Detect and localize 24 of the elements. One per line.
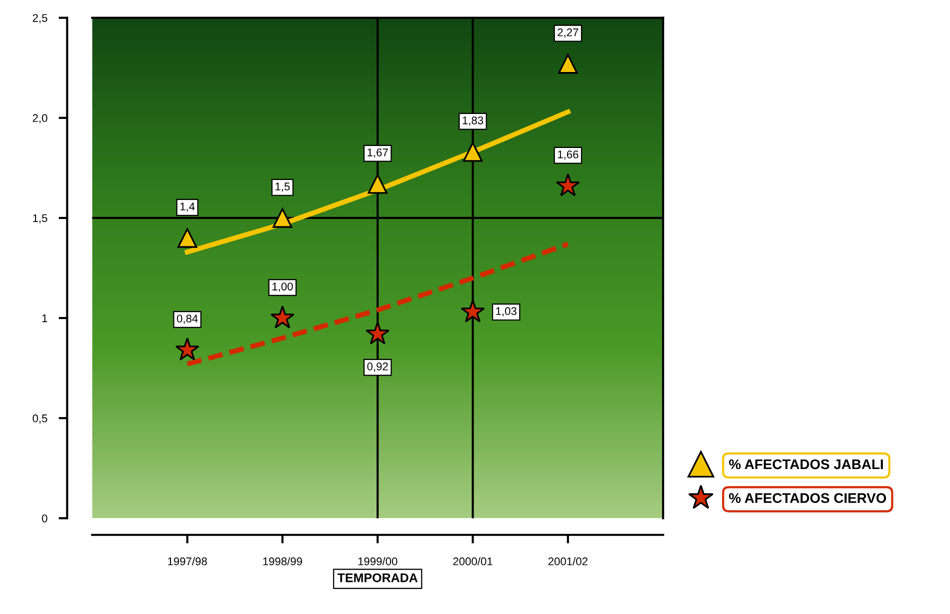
legend-label: % AFECTADOS CIERVO: [729, 493, 886, 503]
y-tick-label: 1: [42, 314, 48, 322]
y-tick-label: 2,5: [32, 14, 48, 24]
x-tick-label: 1998/99: [263, 557, 302, 566]
data-label: 1,00: [272, 282, 293, 292]
x-tick-label: 1999/00: [358, 557, 398, 566]
data-label: 1,03: [496, 307, 516, 316]
data-label: 1,66: [558, 150, 578, 160]
data-label: 1,5: [276, 182, 290, 192]
data-label: 0,92: [367, 362, 388, 372]
data-label: 1,83: [462, 116, 484, 126]
data-label: 0,84: [176, 314, 198, 324]
legend-label: % AFECTADOS JABALI: [729, 459, 883, 470]
x-tick-label: 1997/98: [168, 557, 207, 566]
x-axis-title: TEMPORADA: [337, 573, 418, 582]
data-label: 1,4: [180, 202, 195, 212]
y-tick-label: 0: [42, 514, 48, 522]
x-tick-label: 2000/01: [453, 557, 492, 566]
data-label: 2,27: [558, 28, 578, 38]
data-label: 1,67: [368, 148, 388, 158]
y-tick-label: 1,5: [33, 214, 48, 224]
y-tick-label: 2,0: [32, 114, 48, 124]
y-tick-label: 0,5: [32, 414, 48, 424]
x-tick-label: 2001/02: [548, 557, 588, 566]
